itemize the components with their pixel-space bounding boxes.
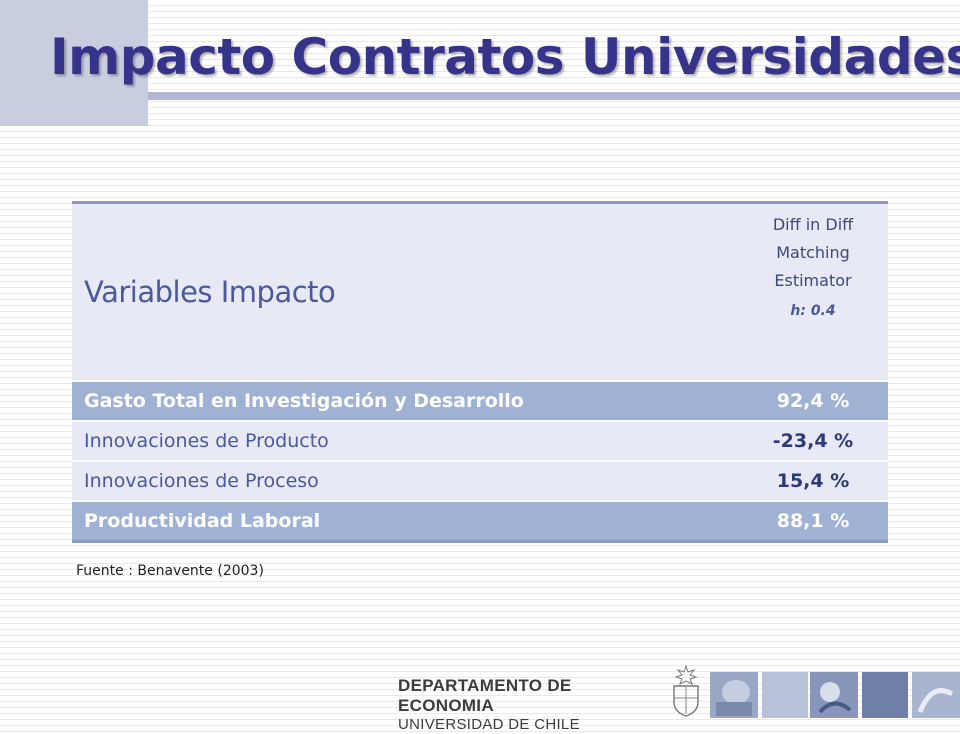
photo-thumbnail-icon [912, 672, 960, 718]
variables-header: Variables Impacto [72, 202, 738, 381]
row-label: Gasto Total en Investigación y Desarroll… [72, 380, 738, 421]
row-label: Innovaciones de Producto [72, 420, 738, 461]
photo-thumbnail-icon [810, 672, 858, 718]
table-row: Innovaciones de Proceso 15,4 % [72, 460, 888, 501]
estimator-header: Diff in Diff Matching Estimator h: 0.4 [738, 202, 888, 381]
estimator-param: h: 0.4 [790, 303, 836, 319]
table-header-row: Variables Impacto Diff in Diff Matching … [72, 202, 888, 381]
table-row: Gasto Total en Investigación y Desarroll… [72, 380, 888, 421]
estimator-line: Estimator [774, 271, 852, 290]
photo-thumbnail-icon [710, 672, 758, 718]
row-value: -23,4 % [738, 420, 888, 461]
slide-title: Impacto Contratos Universidades [50, 28, 960, 86]
row-value: 92,4 % [738, 380, 888, 421]
footer-department: DEPARTAMENTO DE ECONOMIA [398, 676, 572, 715]
table-row: Innovaciones de Producto -23,4 % [72, 420, 888, 461]
photo-thumbnail-icon [862, 672, 908, 718]
university-crest-icon [673, 664, 699, 717]
source-note: Fuente : Benavente (2003) [76, 563, 264, 579]
estimator-line: Diff in Diff [772, 215, 854, 234]
footer-university: UNIVERSIDAD DE CHILE [398, 716, 580, 733]
footer-branding: DEPARTAMENTO DE ECONOMIA UNIVERSIDAD DE … [398, 676, 664, 734]
row-label: Innovaciones de Proceso [72, 460, 738, 501]
impact-table: Variables Impacto Diff in Diff Matching … [72, 201, 888, 543]
title-underline-bar [148, 92, 960, 100]
row-label: Productividad Laboral [72, 500, 738, 542]
row-value: 15,4 % [738, 460, 888, 501]
row-value: 88,1 % [738, 500, 888, 542]
corner-decoration [0, 0, 148, 126]
table-row: Productividad Laboral 88,1 % [72, 500, 888, 542]
estimator-line: Matching [776, 243, 850, 262]
photo-thumbnail-icon [762, 672, 808, 718]
